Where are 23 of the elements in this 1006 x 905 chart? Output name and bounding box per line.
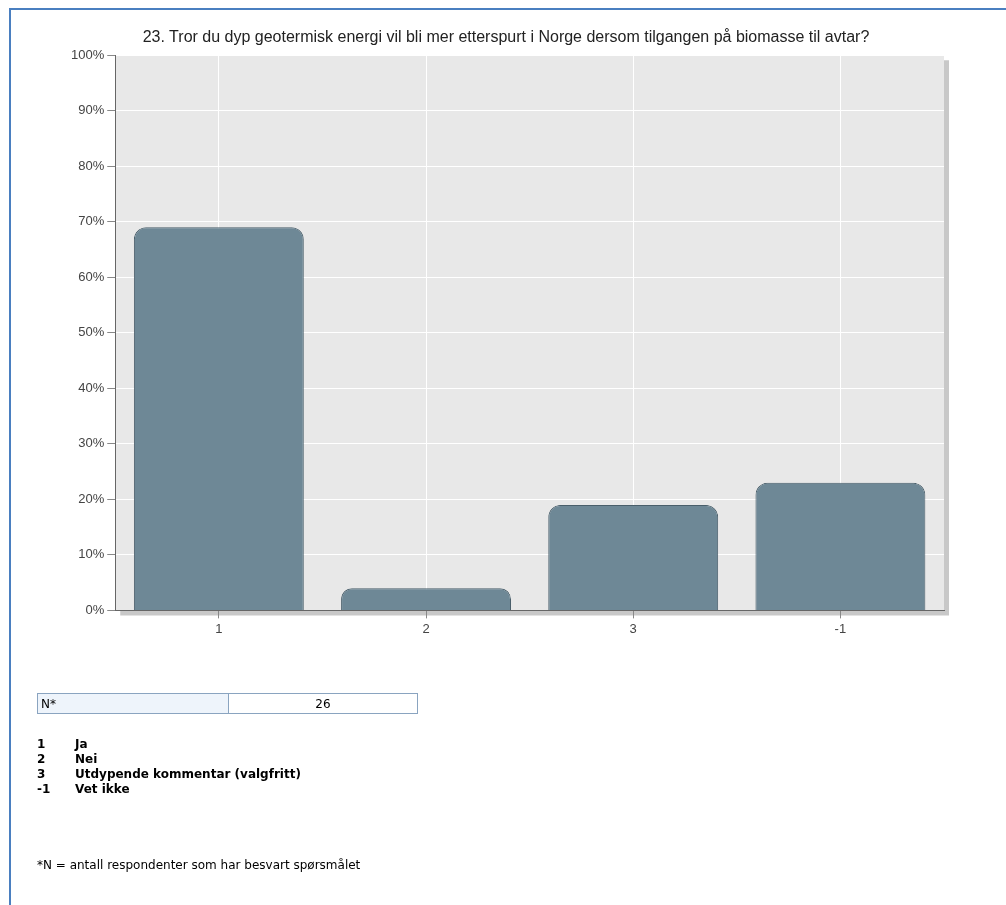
y-tick-label: 0% (85, 601, 105, 617)
y-tick-label: 80% (78, 157, 105, 173)
y-tick-label: 40% (78, 379, 105, 395)
y-tick-label: 10% (78, 546, 105, 562)
x-tick-label: -1 (834, 620, 847, 636)
y-tick-label: 20% (78, 490, 105, 506)
text: 2 Nei (37, 752, 98, 766)
chart-title: 23. Tror du dyp geotermisk energi vil bli mer etterspurt i Norge dersom tilgangen på biomasse til avtar? (142, 28, 870, 46)
y-tick-label: 70% (78, 213, 105, 229)
text: 3 Utdypende kommentar (valgfritt) (37, 767, 301, 781)
text: -1 Vet ikke (37, 782, 130, 796)
y-tick-label: 100% (71, 46, 105, 62)
text: 1 Ja (37, 737, 88, 751)
y-tick-label: 60% (78, 268, 105, 284)
y-tick-label: 30% (78, 435, 105, 451)
y-tick-label: 90% (78, 102, 105, 118)
text: N* (37, 693, 229, 714)
y-tick-label: 50% (78, 324, 105, 340)
x-tick-label: 1 (215, 620, 223, 636)
x-tick-label: 2 (422, 620, 430, 636)
x-tick-label: 3 (629, 620, 637, 636)
text: *N = antall respondenter som har besvart spørsmålet (37, 858, 361, 872)
text: 26 (228, 693, 418, 714)
